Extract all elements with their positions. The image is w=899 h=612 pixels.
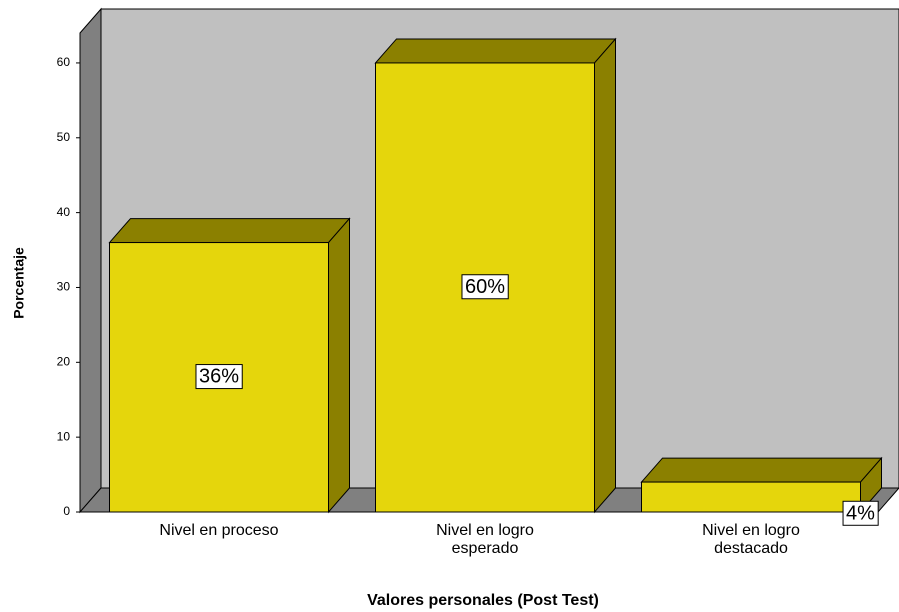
y-tick-label: 30 xyxy=(57,280,71,294)
y-tick-label: 40 xyxy=(57,205,71,219)
y-tick-label: 10 xyxy=(57,429,71,443)
y-tick-label: 20 xyxy=(57,354,71,368)
bar-top xyxy=(108,218,351,244)
bar xyxy=(640,456,883,514)
value-label: 4% xyxy=(846,502,875,524)
x-tick-label: Nivel en proceso xyxy=(159,522,279,539)
bar-top xyxy=(640,457,883,483)
x-tick-label: Nivel en logro destacado xyxy=(702,522,800,557)
value-label: 60% xyxy=(465,276,505,298)
value-label: 36% xyxy=(199,366,239,388)
bar-side xyxy=(328,217,350,514)
x-tick-label: Nivel en logro esperado xyxy=(436,522,534,557)
value-label-box xyxy=(842,500,879,526)
y-tick-label: 60 xyxy=(57,55,71,69)
left-wall xyxy=(79,7,102,514)
x-axis-title: Valores personales (Post Test) xyxy=(367,592,599,609)
bar-front xyxy=(641,481,861,513)
y-axis-title: Porcentaje xyxy=(11,247,27,319)
bar-side xyxy=(594,37,616,514)
y-tick-label: 50 xyxy=(57,130,71,144)
y-tick-label: 0 xyxy=(63,504,70,518)
bar-top xyxy=(374,38,617,64)
value-label-box xyxy=(195,364,243,390)
value-label-box xyxy=(461,274,509,300)
bar xyxy=(108,217,351,514)
